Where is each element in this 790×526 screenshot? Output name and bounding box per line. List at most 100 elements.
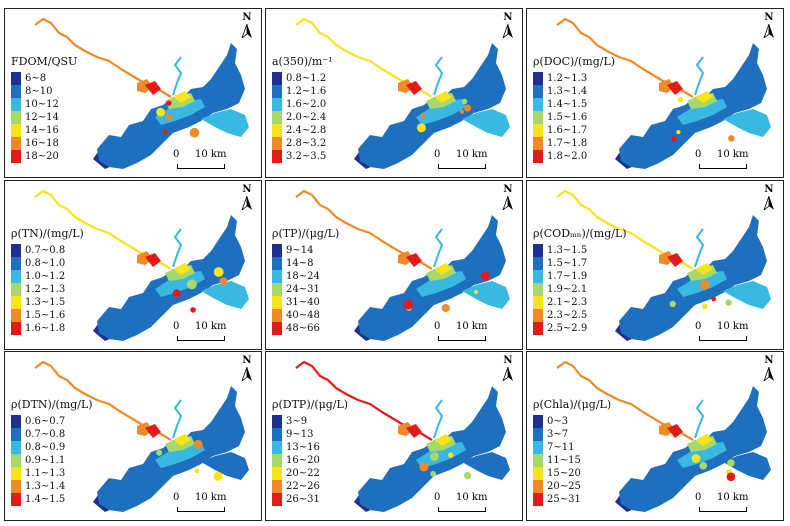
lake-southeast-arm — [462, 109, 510, 137]
legend-swatch — [11, 467, 21, 480]
legend-swatch — [11, 480, 21, 493]
legend-item: 2.4~2.8 — [272, 124, 333, 137]
scale-bar: 0 10 km — [173, 492, 243, 514]
legend-swatch — [272, 98, 282, 111]
legend-label: 13~16 — [286, 442, 320, 453]
scale-line — [177, 507, 225, 512]
lake-hotspot-zone — [695, 91, 713, 103]
legend-item: 1.4~1.5 — [11, 493, 93, 506]
legend-item: 48~66 — [272, 322, 339, 335]
legend-item: 1.7~1.8 — [533, 137, 615, 150]
legend-item: 1.9~2.1 — [533, 283, 627, 296]
legend-label: 20~25 — [547, 481, 581, 492]
legend-label: 1.2~1.3 — [547, 73, 588, 84]
legend-label: 1.8~2.0 — [547, 151, 588, 162]
legend-swatch — [11, 322, 21, 335]
legend-item: 18~20 — [11, 150, 77, 163]
legend-swatch — [11, 111, 21, 124]
legend-swatch — [11, 428, 21, 441]
legend-item: 1.2~1.3 — [11, 283, 84, 296]
legend-item: 1.4~1.5 — [533, 98, 615, 111]
legend-item: 0.9~1.1 — [11, 454, 93, 467]
reservoir-map — [34, 17, 249, 169]
legend-item: 0.8~1.2 — [272, 72, 333, 85]
legend-title: ρ(TP)/(μg/L) — [272, 227, 340, 240]
river-north-branch — [172, 228, 183, 268]
legend-title: ρ(CODₘₙ)/(mg/L) — [533, 227, 627, 240]
legend-label: 0.8~0.9 — [25, 442, 66, 453]
patch-spot — [172, 289, 181, 298]
legend-swatch — [533, 296, 543, 309]
river-mouth-peak — [406, 253, 422, 267]
legend-swatch — [11, 98, 21, 111]
legend-swatch — [272, 493, 282, 506]
scale-bar: 0 10 km — [695, 321, 765, 343]
legend-item: 2.3~2.5 — [533, 309, 627, 322]
scale-zero-label: 0 — [695, 321, 702, 332]
scale-zero-label: 0 — [695, 492, 702, 503]
legend-label: 0.7~0.8 — [25, 245, 66, 256]
legend-label: 0.6~0.7 — [25, 416, 66, 427]
patch-spot — [156, 449, 163, 456]
patch-spot — [691, 101, 698, 107]
legend: ρ(TP)/(μg/L) 9~14 14~8 18~24 24~31 31~40 40~48… — [272, 227, 339, 335]
patch-spot — [194, 468, 200, 474]
legend-label: 3~7 — [547, 429, 569, 440]
river-north-branch — [694, 399, 705, 439]
lake-hotspot-zone — [173, 434, 191, 446]
north-arrow-icon: N — [239, 185, 255, 214]
river-mouth-peak — [667, 81, 683, 95]
legend-item: 26~31 — [272, 493, 348, 506]
legend-item: 1.2~1.3 — [533, 72, 615, 85]
legend-item: 0.8~0.9 — [11, 441, 93, 454]
scale-bar: 0 10 km — [695, 149, 765, 171]
legend-item: 16~18 — [11, 137, 77, 150]
legend-label: 0.7~0.8 — [25, 429, 66, 440]
scale-distance-label: 10 km — [456, 492, 488, 503]
legend-label: 2.3~2.5 — [547, 310, 588, 321]
legend-item: 10~12 — [11, 98, 77, 111]
legend-item: 13~16 — [272, 441, 348, 454]
legend-item: 1.2~1.6 — [272, 85, 333, 98]
legend-swatch — [533, 493, 543, 506]
lake-central-zone — [677, 442, 727, 468]
patch-spot — [419, 462, 429, 472]
legend-swatch — [272, 150, 282, 163]
scale-distance-label: 10 km — [717, 149, 749, 160]
north-label: N — [503, 355, 513, 366]
legend-title: FDOM/QSU — [11, 55, 78, 68]
map-panel-4: ρ(TN)/(mg/L) 0.7~0.8 0.8~1.0 1.0~1.2 1.2~1.3… — [4, 180, 262, 350]
scale-distance-label: 10 km — [456, 321, 488, 332]
legend-label: 9~14 — [286, 245, 314, 256]
scale-bar: 0 10 km — [695, 492, 765, 514]
north-label: N — [764, 355, 774, 366]
north-label: N — [242, 12, 252, 23]
north-arrow-icon: N — [500, 185, 516, 214]
lake-hotspot-zone — [434, 434, 452, 446]
scale-distance-label: 10 km — [195, 149, 227, 160]
legend-item: 9~14 — [272, 244, 339, 257]
reservoir-map — [34, 189, 249, 341]
legend-label: 1.5~1.7 — [547, 258, 588, 269]
patch-spot — [676, 129, 681, 135]
river-north-branch — [694, 56, 705, 96]
legend-item: 1.5~1.7 — [533, 257, 627, 270]
reservoir-map — [556, 189, 771, 341]
legend-label: 16~18 — [25, 138, 59, 149]
patch-spot — [671, 135, 677, 142]
lake-southeast-arm — [201, 281, 249, 309]
lake-central-zone — [155, 442, 205, 468]
scale-zero-label: 0 — [173, 149, 180, 160]
patch-spot — [699, 280, 710, 290]
lake-central-zone — [416, 99, 466, 125]
legend-swatch — [533, 244, 543, 257]
legend-label: 2.1~2.3 — [547, 297, 588, 308]
legend-swatch — [533, 428, 543, 441]
legend-label: 48~66 — [286, 323, 320, 334]
legend-item: 31~40 — [272, 296, 339, 309]
scale-zero-label: 0 — [434, 321, 441, 332]
legend-title: a(350)/m⁻¹ — [272, 55, 333, 68]
legend-item: 2.0~2.4 — [272, 111, 333, 124]
legend-label: 2.4~2.8 — [286, 125, 327, 136]
legend-swatch — [11, 72, 21, 85]
